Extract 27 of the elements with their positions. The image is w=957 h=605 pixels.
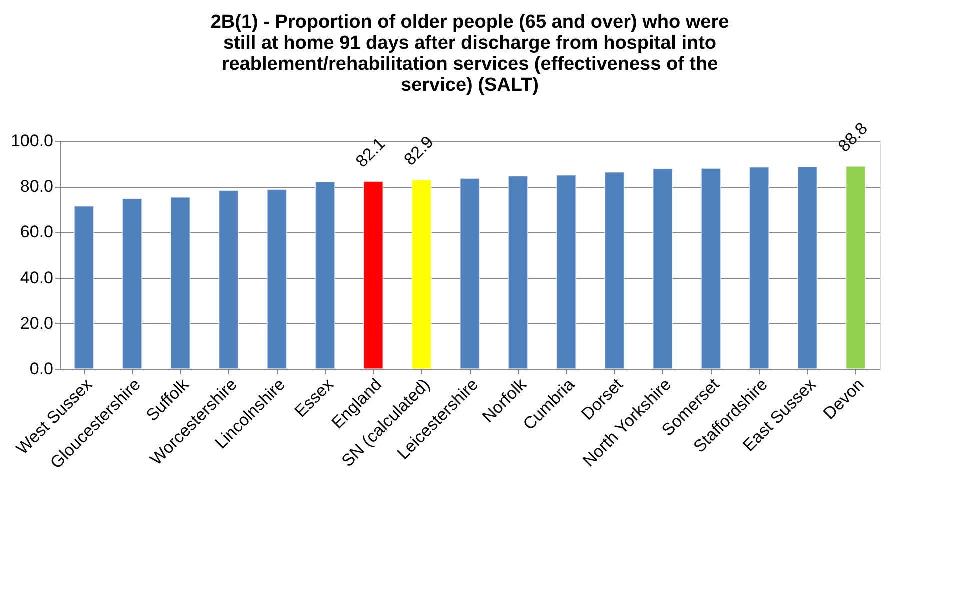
data-label: 88.8: [834, 119, 872, 156]
bar: [218, 190, 239, 370]
bar: [846, 166, 866, 370]
bar: [798, 166, 818, 370]
bar: [266, 189, 288, 370]
bar: [122, 198, 142, 370]
bar: [363, 181, 384, 370]
bar: [749, 166, 770, 370]
bar: [412, 179, 432, 370]
y-tick-label: 0.0: [30, 360, 54, 378]
bar: [460, 178, 480, 370]
data-label: 82.9: [400, 132, 438, 170]
y-tick-label: 100.0: [10, 132, 54, 150]
bar: [508, 176, 528, 370]
bar: [652, 168, 674, 370]
bar: [74, 206, 94, 370]
y-tick-label: 40.0: [20, 268, 54, 288]
y-tick-label: 80.0: [20, 177, 54, 196]
bar: [556, 174, 577, 370]
y-tick-label: 60.0: [20, 222, 54, 242]
bar: [315, 182, 336, 370]
y-tick-label: 20.0: [20, 314, 54, 333]
chart-title: 2B(1) - Proportion of older people (65 and over) who were still at home 91 days after discharge from hospital into reablement/rehabilitation services (effectiveness of the service) (SALT): [210, 12, 730, 96]
bar: [604, 172, 625, 370]
bar: [170, 196, 191, 370]
bar: [701, 168, 722, 370]
data-label: 82.1: [352, 134, 390, 172]
